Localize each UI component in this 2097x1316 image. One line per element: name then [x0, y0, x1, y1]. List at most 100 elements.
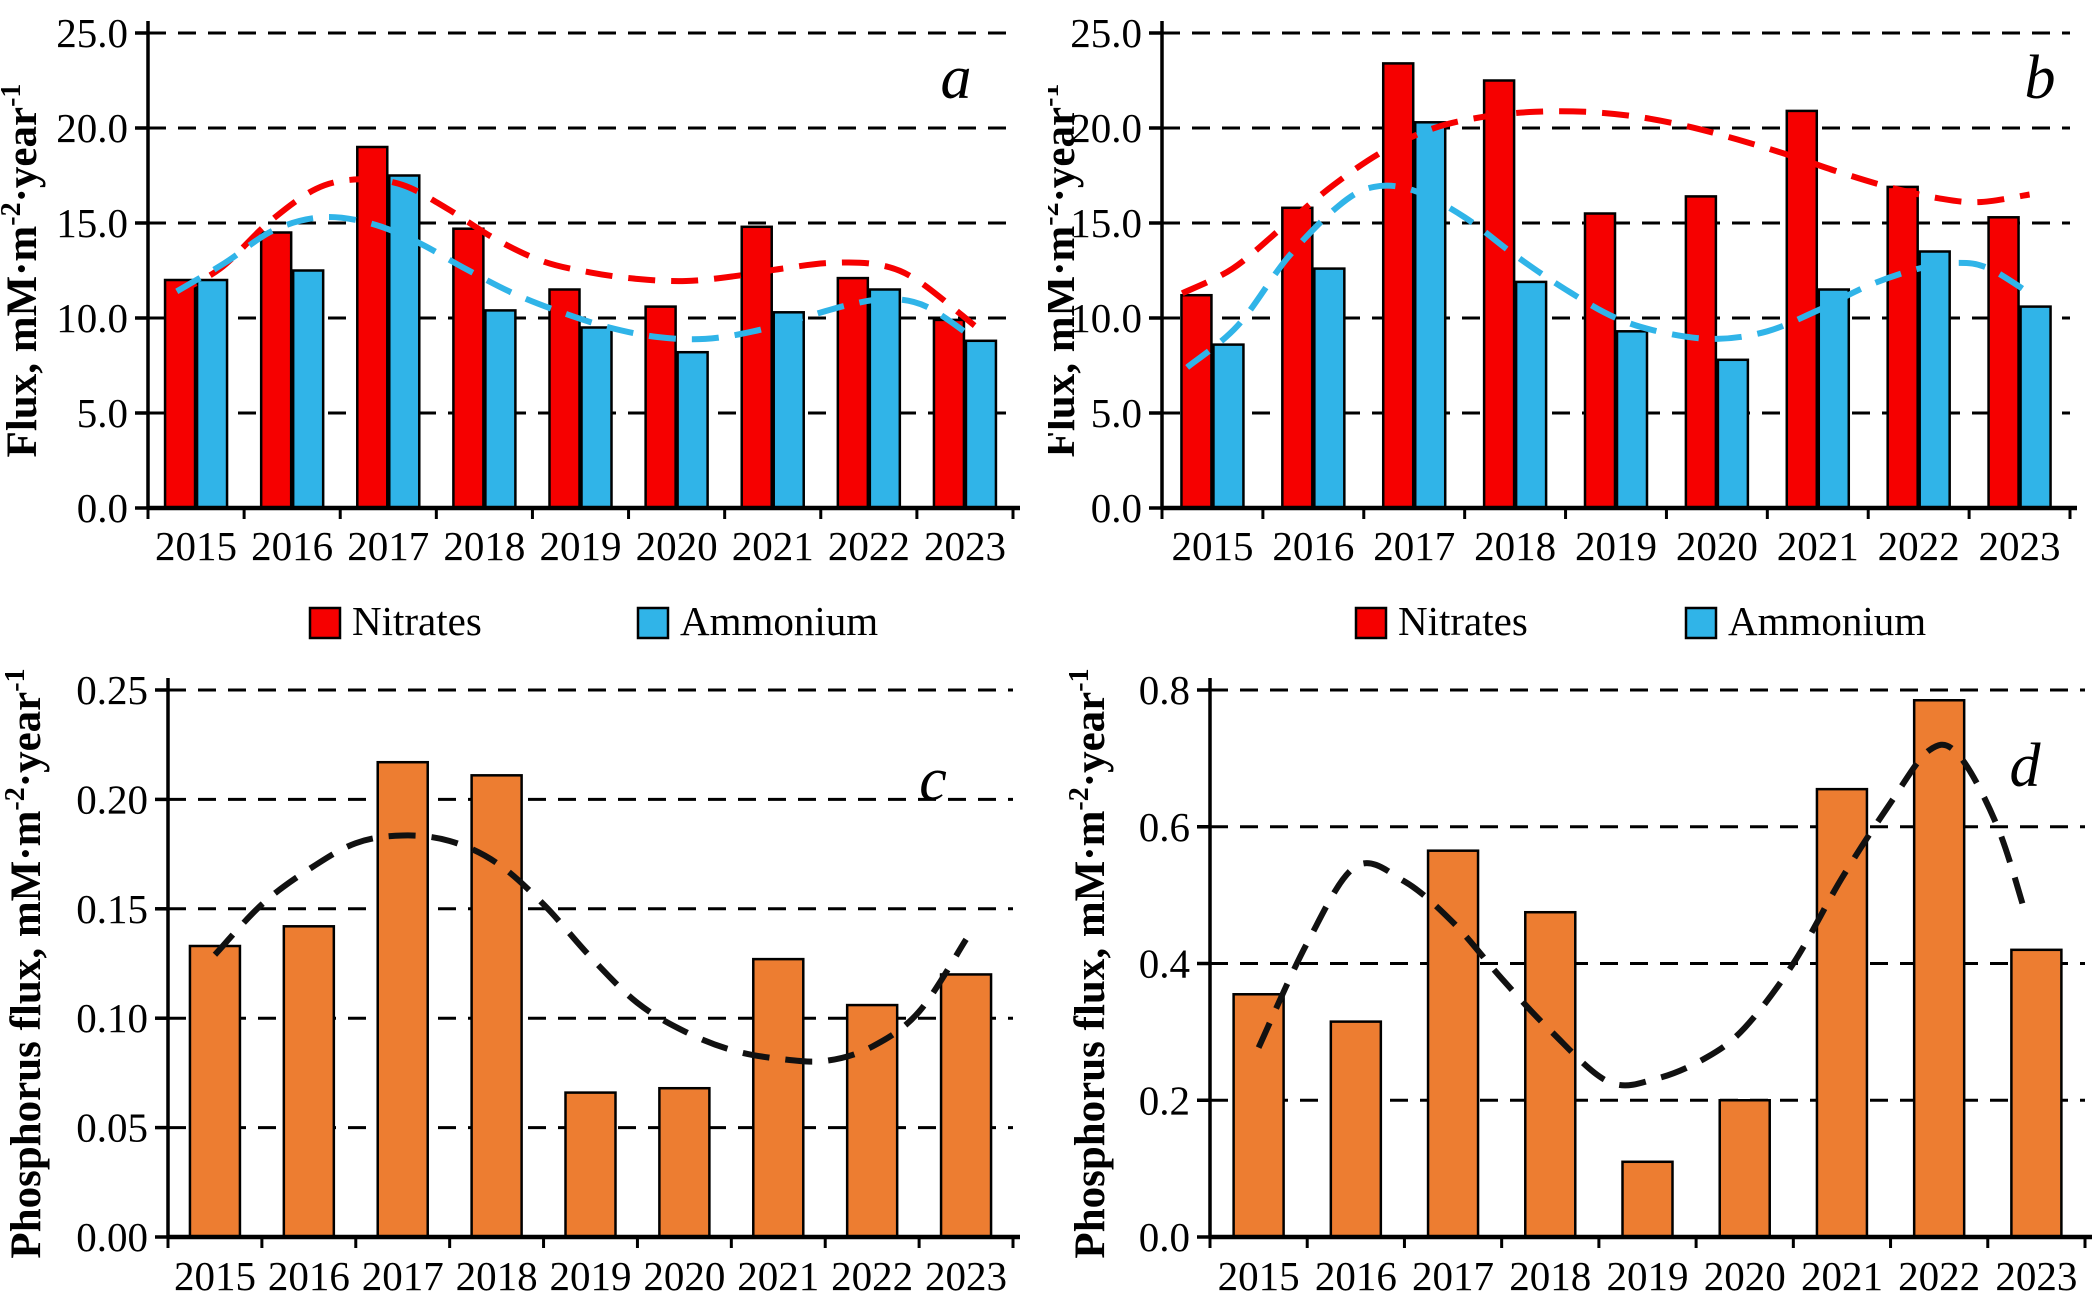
legend-swatch-ammonium	[636, 606, 670, 640]
x-tick-label-2021: 2021	[737, 1253, 819, 1299]
x-tick-label-2015: 2015	[155, 523, 237, 569]
x-tick-label-2020: 2020	[1704, 1253, 1786, 1299]
bar-ammonium-2021	[1817, 288, 1851, 510]
bar-phosphorus-2015	[188, 944, 242, 1239]
y-axis-title-part: -1	[0, 84, 27, 107]
x-tick-label-2022: 2022	[831, 1253, 913, 1299]
y-axis-title-part: -1	[0, 668, 31, 691]
x-tick-label-2020: 2020	[1676, 523, 1758, 569]
y-axis-title-part: Phosphorus flux, mM·m	[1067, 810, 1114, 1258]
bar-ammonium-2023	[964, 339, 998, 510]
x-tick-label-2016: 2016	[268, 1253, 350, 1299]
y-axis-title-part: -2	[0, 202, 27, 225]
bar-ammonium-2020	[676, 350, 709, 510]
y-tick-label: 5.0	[77, 390, 128, 436]
bar-nitrates-2017	[356, 145, 389, 510]
bar-ammonium-2019	[580, 326, 613, 510]
y-axis-title-part: ·year	[1048, 107, 1084, 203]
y-tick-label: 5.0	[1091, 390, 1142, 436]
y-tick-label: 0.25	[76, 667, 148, 713]
bar-ammonium-2018	[484, 309, 517, 510]
y-axis-title: Flux, mM·m-2·year-1	[0, 84, 46, 458]
bar-phosphorus-2019	[564, 1091, 617, 1239]
bar-phosphorus-2021	[752, 957, 805, 1239]
x-tick-label-2017: 2017	[347, 523, 429, 569]
y-tick-label: 20.0	[1070, 105, 1142, 151]
x-tick-label-2018: 2018	[443, 523, 525, 569]
bar-nitrates-2022	[1886, 185, 1919, 510]
x-tick-label-2015: 2015	[1171, 523, 1253, 569]
x-tick-label-2023: 2023	[925, 1253, 1007, 1299]
y-axis-title-part: -2	[1064, 787, 1095, 810]
bar-phosphorus-2018	[470, 774, 523, 1239]
y-tick-label: 0.10	[76, 995, 148, 1041]
x-tick-label-2015: 2015	[1218, 1253, 1300, 1299]
bar-ammonium-2018	[1514, 280, 1548, 510]
ammonium-trend	[175, 214, 977, 343]
bar-phosphorus-2017	[376, 760, 429, 1239]
x-tick-label-2022: 2022	[1898, 1253, 1980, 1299]
bar-ammonium-2017	[1413, 121, 1447, 510]
y-tick-label: 25.0	[1070, 10, 1142, 56]
panel-b: 0.0 5.0 10.0 15.0 20.0 25.0 2015 2016 2017 2018 20…	[1034, 0, 2097, 658]
x-tick-label-2023: 2023	[924, 523, 1006, 569]
bar-nitrates-2016	[259, 231, 293, 510]
x-tick-label-2022: 2022	[1878, 523, 1960, 569]
y-axis-title-part: -2	[1048, 202, 1065, 225]
bar-ammonium-2022	[1918, 250, 1951, 510]
y-axis-title-part: -2	[0, 787, 31, 810]
bar-ammonium-2016	[291, 269, 325, 510]
bar-nitrates-2019	[548, 288, 581, 510]
y-axis-title-part: Flux, mM·m	[0, 226, 46, 458]
x-tick-label-2021: 2021	[732, 523, 814, 569]
y-axis-title-part: ·year	[1067, 692, 1114, 788]
bar-phosphorus-2022	[1912, 699, 1966, 1239]
y-tick-label: 0.0	[77, 485, 128, 531]
bar-phosphorus-2019	[1621, 1160, 1674, 1239]
x-tick-label-2016: 2016	[1315, 1253, 1397, 1299]
chart-canvas-b: 0.0 5.0 10.0 15.0 20.0 25.0 2015 2016 2017 2018 20…	[1034, 10, 2077, 644]
y-axis-title-part: ·year	[0, 107, 46, 203]
bar-ammonium-2016	[1313, 267, 1346, 510]
legend-swatch-ammonium	[1684, 606, 1718, 640]
x-tick-label-2019: 2019	[550, 1253, 632, 1299]
panel-letter-d: d	[2010, 732, 2042, 800]
x-tick-label-2017: 2017	[362, 1253, 444, 1299]
panel-letter-a: a	[941, 44, 972, 112]
bar-nitrates-2017	[1381, 62, 1415, 510]
bar-nitrates-2020	[1684, 195, 1718, 510]
x-tick-label-2023: 2023	[1995, 1253, 2077, 1299]
y-axis-title-part: Phosphorus flux, mM·m	[3, 810, 50, 1258]
bar-phosphorus-2016	[282, 925, 336, 1239]
bar-ammonium-2020	[1716, 358, 1750, 510]
bar-phosphorus-2017	[1426, 849, 1480, 1239]
y-axis-title-part: ·year	[3, 692, 50, 788]
x-tick-label-2020: 2020	[643, 1253, 725, 1299]
bar-phosphorus-2018	[1524, 910, 1577, 1239]
x-tick-label-2018: 2018	[1474, 523, 1556, 569]
y-tick-label: 0.00	[76, 1214, 148, 1260]
bar-phosphorus-2016	[1329, 1020, 1383, 1239]
y-axis-title-part: -1	[1048, 84, 1065, 107]
legend-label-nitrates: Nitrates	[352, 598, 482, 644]
y-tick-label: 0.2	[1139, 1077, 1190, 1123]
panel-c: 0.00 0.05 0.10 0.15 0.20 0.25 2015 2016 2017 2018…	[0, 658, 1048, 1316]
x-tick-label-2018: 2018	[456, 1253, 538, 1299]
legend-swatch-nitrates	[1354, 606, 1388, 640]
y-axis-title: Flux, mM·m-2·year-1	[1048, 84, 1084, 458]
legend-label-nitrates: Nitrates	[1398, 598, 1528, 644]
bar-nitrates-2022	[836, 276, 870, 510]
y-axis-title-part: Flux, mM·m	[1048, 226, 1084, 458]
chart-canvas-a: 0.0 5.0 10.0 15.0 20.0 25.0 2015 2016 2017 2018 20…	[0, 10, 1020, 644]
y-tick-label: 0.8	[1139, 667, 1190, 713]
bar-nitrates-2018	[452, 227, 485, 510]
panel-letter-c: c	[919, 746, 947, 814]
bar-ammonium-2023	[2019, 305, 2052, 510]
x-tick-label-2018: 2018	[1509, 1253, 1591, 1299]
nitrates-trend	[170, 176, 977, 328]
y-axis-title: Phosphorus flux, mM·m-2·year-1	[0, 668, 50, 1258]
y-tick-label: 20.0	[56, 105, 128, 151]
y-tick-label: 0.0	[1091, 485, 1142, 531]
x-tick-label-2019: 2019	[1607, 1253, 1689, 1299]
bar-ammonium-2019	[1615, 330, 1649, 510]
